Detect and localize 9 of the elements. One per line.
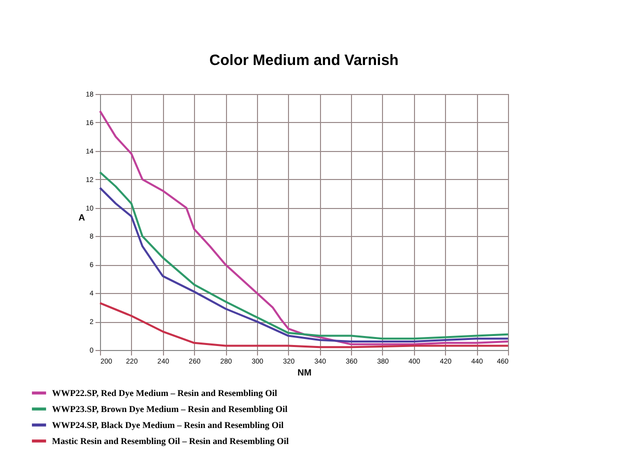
legend-label: WWP23.SP, Brown Dye Medium – Resin and Resembling Oil [52,404,288,414]
line-series [99,110,509,346]
line-series [99,302,509,348]
y-axis-title: A [78,212,86,222]
legend-label: WWP24.SP, Black Dye Medium – Resin and Resembling Oil [52,420,284,430]
legend-label: WWP22.SP, Red Dye Medium – Resin and Resembling Oil [52,388,278,398]
chart-title: Color Medium and Varnish [209,52,399,69]
legend-label: Mastic Resin and Resembling Oil – Resin and Resembling Oil [52,436,290,446]
x-axis-title: NM [298,368,312,378]
